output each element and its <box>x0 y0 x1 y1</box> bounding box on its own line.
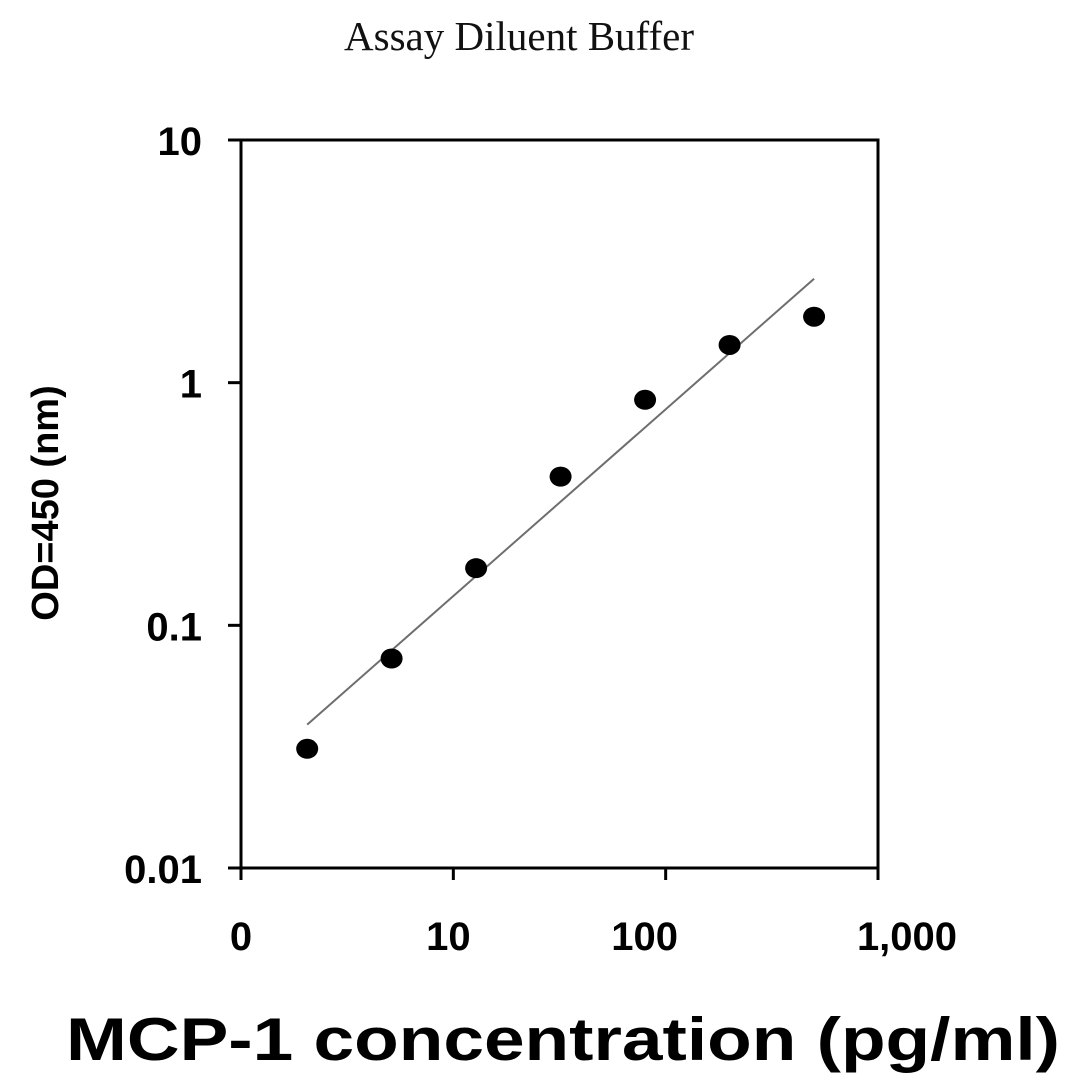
data-point <box>465 558 488 579</box>
y-tick-label: 0.1 <box>146 605 202 649</box>
x-axis: 0 10 100 1,000 <box>230 868 957 959</box>
plot-area: 10 1 0.1 0.01 0 10 100 1,000 <box>124 120 957 959</box>
x-tick-label: 0 <box>230 915 252 959</box>
data-point <box>296 738 319 759</box>
data-point <box>549 466 572 487</box>
data-point <box>718 334 741 355</box>
x-tick-label: 1,000 <box>857 915 957 959</box>
y-tick-label: 0.01 <box>124 848 202 892</box>
y-tick-label: 1 <box>180 363 202 407</box>
chart-title: Assay Diluent Buffer <box>344 13 694 59</box>
x-tick-label: 100 <box>611 915 678 959</box>
y-tick-label: 10 <box>158 120 203 164</box>
y-axis-label: OD=450 (nm) <box>25 385 67 620</box>
data-point <box>803 306 826 327</box>
y-axis: 10 1 0.1 0.01 <box>124 120 241 892</box>
plot-frame <box>239 138 880 870</box>
data-point <box>634 389 657 410</box>
data-points <box>296 306 826 759</box>
x-axis-label: MCP-1 concentration (pg/ml) <box>66 1006 1060 1073</box>
x-tick-label: 10 <box>426 915 471 959</box>
data-point <box>380 648 403 669</box>
